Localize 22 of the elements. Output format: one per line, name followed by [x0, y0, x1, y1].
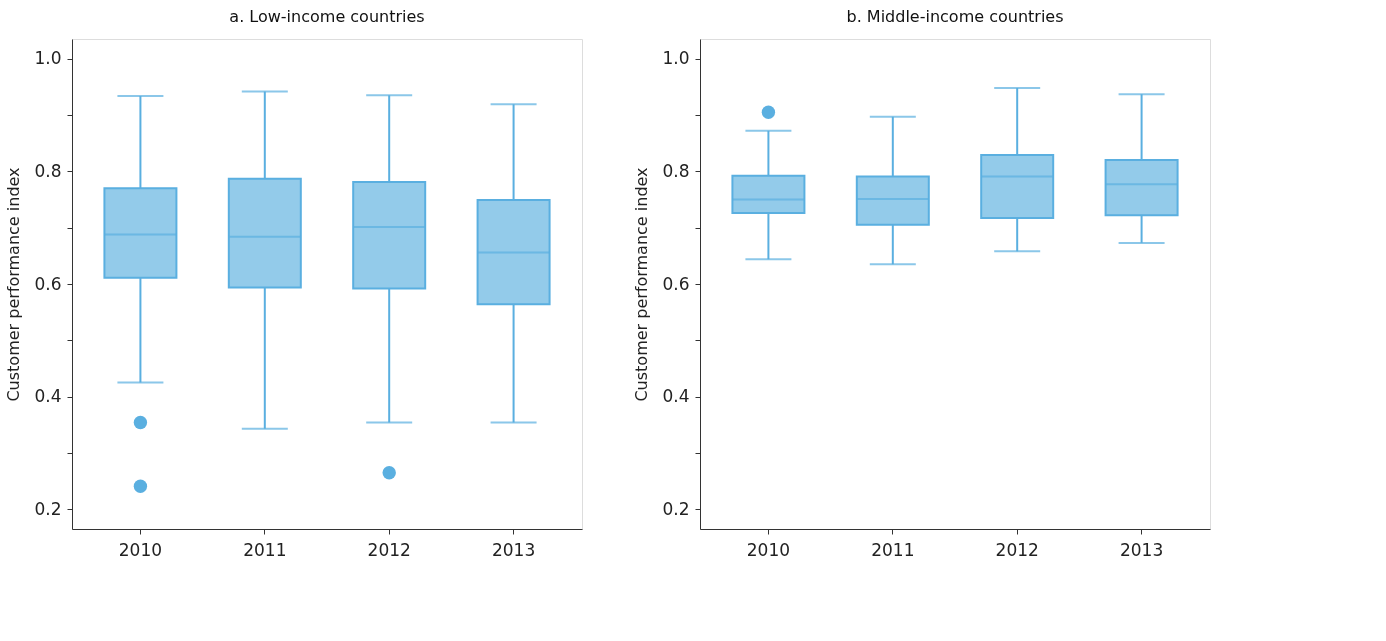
y-tick-label: 1.0 — [662, 48, 690, 69]
x-tick-label: 2010 — [746, 539, 791, 560]
x-tick-label: 2012 — [995, 539, 1039, 560]
y-tick-label: 0.4 — [662, 386, 690, 407]
x-tick-label: 2010 — [118, 539, 163, 560]
y-axis-title: Customer performance index — [4, 167, 24, 402]
y-tick-label: 0.6 — [662, 273, 690, 294]
chart-title: b. Middle-income countries — [846, 7, 1064, 26]
y-axis-title: Customer performance index — [632, 167, 652, 402]
y-tick-label: 1.0 — [34, 48, 62, 69]
x-tick-label: 2013 — [491, 539, 536, 560]
x-tick-label: 2011 — [243, 539, 287, 560]
y-tick-label: 0.4 — [34, 386, 62, 407]
chart-title: a. Low-income countries — [229, 7, 425, 26]
y-tick-label: 0.2 — [662, 498, 690, 519]
y-tick-label: 0.6 — [34, 273, 62, 294]
y-tick-label: 0.2 — [34, 498, 62, 519]
y-tick-label: 0.8 — [662, 160, 690, 181]
x-tick-label: 2012 — [367, 539, 411, 560]
x-tick-label: 2011 — [871, 539, 915, 560]
x-tick-label: 2013 — [1119, 539, 1164, 560]
y-tick-label: 0.8 — [34, 160, 62, 181]
